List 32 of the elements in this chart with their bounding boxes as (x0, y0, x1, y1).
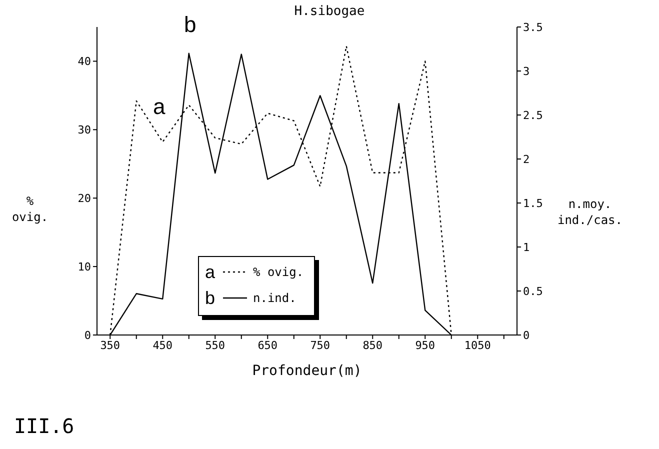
y-tick-label: 30 (78, 124, 91, 137)
y-tick-label: 20 (78, 192, 91, 206)
y-tick-label: 10 (78, 260, 91, 274)
y2-tick-label: 2 (523, 152, 530, 166)
y2-tick-label: 1 (523, 240, 530, 254)
x-tick-label: 750 (310, 338, 330, 352)
x-tick-label: 850 (362, 338, 383, 352)
x-tick-label: 450 (152, 338, 173, 352)
y2-tick-label: 3 (523, 64, 530, 78)
legend-label: n.ind. (253, 291, 296, 305)
text: b (184, 12, 196, 37)
legend-label: % ovig. (253, 265, 304, 279)
x-tick-label: 550 (205, 338, 226, 352)
annotation: b (205, 288, 216, 308)
y-tick-label: 0 (84, 328, 91, 342)
x-tick-label: 1050 (464, 338, 491, 352)
text: III.6 (14, 414, 74, 438)
y2-tick-label: 3.5 (523, 20, 543, 34)
chart-title: H.sibogae (294, 4, 365, 19)
x-tick-label: 350 (100, 338, 120, 352)
y2-tick-label: 1.5 (523, 196, 543, 210)
y-axis-title: % ovig. (12, 194, 48, 224)
x-axis-title: Profondeur(m) (252, 363, 362, 379)
y2-tick-label: 2.5 (523, 108, 543, 122)
y2-axis-title: n.moy. ind./cas. (557, 197, 623, 227)
text: a (153, 94, 166, 119)
y2-tick-label: 0.5 (523, 284, 543, 298)
annotation: a (205, 262, 216, 282)
y2-tick-label: 0 (523, 328, 530, 342)
x-tick-label: 650 (258, 338, 278, 352)
y-tick-label: 40 (78, 55, 91, 68)
x-tick-label: 950 (415, 338, 436, 352)
